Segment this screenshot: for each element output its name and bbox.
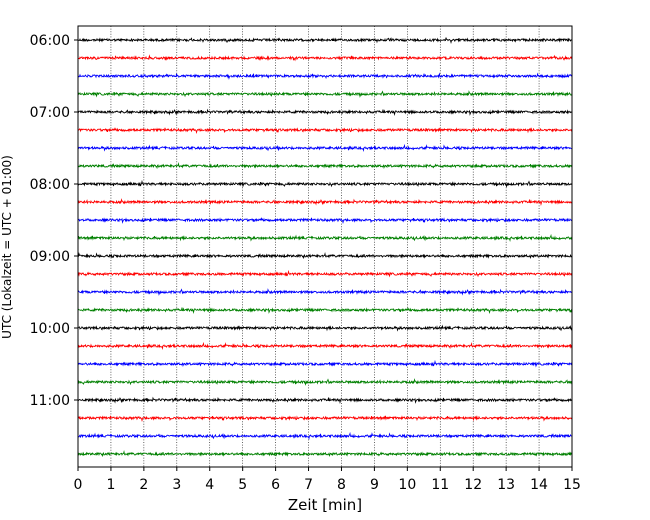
trace-line <box>77 252 573 260</box>
trace-line <box>77 431 573 441</box>
x-tick-label: 3 <box>172 477 181 493</box>
trace-line <box>77 378 573 386</box>
x-tick-label: 5 <box>238 477 247 493</box>
trace-line <box>77 359 573 368</box>
y-tick-label: 08:00 <box>30 177 70 193</box>
x-tick-label: 1 <box>106 477 115 493</box>
x-tick-label: 9 <box>370 477 379 493</box>
trace-line <box>77 450 573 458</box>
y-tick-label: 09:00 <box>30 249 70 265</box>
trace-line <box>77 324 573 332</box>
x-tick-label: 13 <box>497 477 515 493</box>
x-tick-label: 10 <box>398 477 416 493</box>
trace-line <box>77 233 573 243</box>
y-tick-label: 11:00 <box>30 393 70 409</box>
x-tick-label: 8 <box>337 477 346 493</box>
plot-area <box>78 26 572 467</box>
grid-lines <box>110 26 540 467</box>
plot-frame <box>77 25 573 468</box>
x-tick-label: 6 <box>271 477 280 493</box>
trace-line <box>77 54 573 62</box>
trace-line <box>77 217 573 224</box>
y-tick-label: 10:00 <box>30 321 70 337</box>
trace-line <box>77 90 573 98</box>
trace-line <box>77 307 573 314</box>
x-tick-label: 12 <box>464 477 482 493</box>
trace-line <box>77 198 573 206</box>
trace-line <box>77 37 573 44</box>
trace-line <box>77 269 573 278</box>
x-tick-label: 11 <box>431 477 449 493</box>
trace-line <box>77 72 573 80</box>
trace-line <box>77 127 573 134</box>
y-tick-label: 06:00 <box>30 33 70 49</box>
x-tick-label: 2 <box>139 477 148 493</box>
x-axis-label: Zeit [min] <box>288 496 362 514</box>
trace-line <box>77 162 573 170</box>
y-axis-label: UTC (Lokalzeit = UTC + 01:00) <box>0 155 14 339</box>
trace-line <box>77 415 573 422</box>
seismogram-traces <box>77 37 573 458</box>
x-tick-label: 0 <box>74 477 83 493</box>
x-tick-label: 7 <box>304 477 313 493</box>
trace-line <box>77 341 573 351</box>
y-tick-label: 07:00 <box>30 105 70 121</box>
y-axis-ticks: 06:00 07:00 08:00 09:00 10:00 11:00 <box>30 33 78 409</box>
x-tick-label: 14 <box>530 477 548 493</box>
trace-line <box>77 108 573 116</box>
trace-line <box>77 288 573 296</box>
trace-line <box>77 179 573 188</box>
trace-line <box>77 143 573 153</box>
x-tick-label: 15 <box>563 477 581 493</box>
trace-line <box>77 396 573 404</box>
x-tick-label: 4 <box>205 477 214 493</box>
x-axis-ticks: 0 1 2 3 4 5 6 7 8 9 10 11 12 13 14 15 <box>74 467 581 493</box>
